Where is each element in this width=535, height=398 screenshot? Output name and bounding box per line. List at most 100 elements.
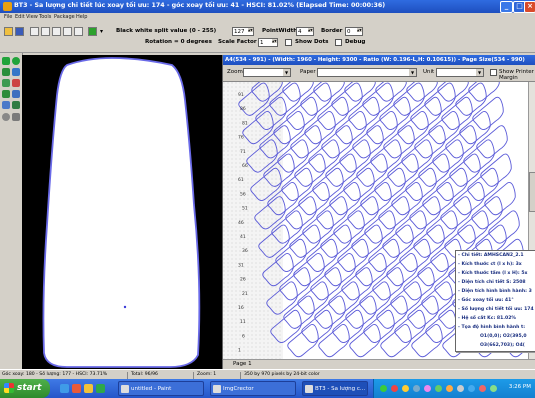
menu-view[interactable]: View [26, 14, 38, 20]
alert-icon[interactable] [479, 385, 486, 392]
zoom-select[interactable] [243, 68, 291, 77]
task-bt3[interactable]: BT3 - Sa lượng c... [302, 381, 368, 396]
border-label: Border [321, 28, 343, 34]
dropdown-arrow-icon[interactable]: ▾ [100, 28, 104, 35]
part-number-label: 51 [242, 206, 248, 212]
split-value-input[interactable]: 127 [232, 27, 254, 36]
close-button[interactable]: × [524, 1, 535, 13]
app-icon [3, 2, 12, 11]
eraser-tool-icon[interactable] [12, 79, 20, 87]
nested-part [259, 125, 291, 159]
split-value-label: Black white split value (0 - 255) [116, 28, 217, 34]
start-button[interactable]: start [0, 379, 50, 398]
bluetooth-icon[interactable] [468, 385, 475, 392]
antivirus-icon[interactable] [391, 385, 398, 392]
nested-part [407, 295, 439, 329]
folder-icon[interactable] [84, 384, 93, 393]
fill-tool-icon[interactable] [2, 90, 10, 98]
chat-icon[interactable] [435, 385, 442, 392]
menu-file[interactable]: File [4, 14, 13, 20]
paper-select[interactable] [317, 68, 417, 77]
show-dots-label: Show Dots [295, 39, 329, 45]
nested-part [332, 309, 364, 344]
scrollbar-thumb[interactable] [529, 172, 535, 212]
part-number-label: 71 [240, 149, 246, 155]
grid-icon[interactable] [30, 27, 39, 36]
nested-part [417, 253, 449, 287]
ellipse-tool-icon[interactable] [12, 57, 20, 65]
crop-tool-icon[interactable] [2, 101, 10, 109]
select-tool-icon[interactable] [2, 68, 10, 76]
nested-part [379, 96, 411, 131]
clock: 3:26 PM [508, 384, 531, 390]
sync-icon[interactable] [490, 385, 497, 392]
debug-checkbox[interactable] [335, 39, 342, 46]
browser-icon[interactable] [72, 384, 81, 393]
grid-alt-icon[interactable] [41, 27, 50, 36]
nested-part [422, 182, 454, 216]
part-number-label: 26 [240, 277, 246, 283]
nested-part [432, 139, 464, 173]
rotate-icon[interactable] [63, 27, 72, 36]
part-number-label: 76 [238, 135, 244, 141]
result-info-panel: - Chi tiết: AMHSCAN2_2.1 - Kích thước ct… [455, 250, 535, 352]
menu-package[interactable]: Package [54, 14, 75, 20]
save-icon[interactable] [15, 27, 24, 36]
rectangle-tool-icon[interactable] [2, 57, 10, 65]
part-number-label: 11 [240, 319, 246, 325]
scale-factor-input[interactable]: 1 [258, 38, 278, 47]
layout-icon[interactable] [52, 27, 61, 36]
nested-part [366, 111, 398, 145]
nested-part [273, 111, 305, 145]
nested-part [251, 82, 283, 102]
update-icon[interactable] [402, 385, 409, 392]
paper-label: Paper [300, 69, 316, 75]
page-tab[interactable]: Page 1 [233, 361, 252, 367]
picker-tool-icon[interactable] [12, 90, 20, 98]
nested-part [380, 324, 412, 358]
part-number-label: 86 [240, 106, 246, 112]
hand-tool-icon[interactable] [12, 113, 20, 121]
vertical-scrollbar[interactable] [528, 82, 535, 359]
menu-tools[interactable]: Tools [39, 14, 52, 20]
nested-part [428, 111, 460, 145]
battery-icon[interactable] [446, 385, 453, 392]
nested-part [411, 324, 443, 358]
border-input[interactable]: 0 [345, 27, 363, 36]
task-paint[interactable]: untitled - Paint [118, 381, 204, 396]
settings-tool-icon[interactable] [2, 113, 10, 121]
language-icon[interactable] [424, 385, 431, 392]
nested-part [335, 111, 367, 145]
nested-part [430, 238, 462, 273]
task-imgcrector[interactable]: ImgCrector [210, 381, 296, 396]
show-desktop-icon[interactable] [60, 384, 69, 393]
move-tool-icon[interactable] [12, 68, 20, 76]
nested-part [329, 182, 361, 216]
unit-select[interactable] [436, 68, 484, 77]
lasso-tool-icon[interactable] [2, 79, 10, 87]
nested-part [405, 167, 437, 202]
nested-part [468, 82, 500, 102]
page-tab-bar: Page 1 [223, 359, 535, 370]
run-icon[interactable] [88, 27, 97, 36]
volume-icon[interactable] [413, 385, 420, 392]
pattern-canvas[interactable] [22, 55, 222, 369]
info-line: O3(662,703); O4( [480, 343, 525, 348]
open-icon[interactable] [4, 27, 13, 36]
copy-icon[interactable] [74, 27, 83, 36]
menu-help[interactable]: Help [76, 14, 88, 20]
system-tray: 3:26 PM [373, 379, 535, 398]
minimize-button[interactable]: _ [500, 1, 513, 13]
network-icon[interactable] [380, 385, 387, 392]
media-icon[interactable] [96, 384, 105, 393]
nested-part [304, 111, 336, 145]
nested-part [484, 182, 516, 216]
show-dots-checkbox[interactable] [285, 39, 292, 46]
pointwidth-input[interactable]: 4 [296, 27, 314, 36]
zoom-tool-icon[interactable] [12, 101, 20, 109]
show-printer-margin-checkbox[interactable] [490, 69, 497, 76]
nested-part [293, 253, 325, 287]
usb-icon[interactable] [457, 385, 464, 392]
nested-part [471, 196, 503, 230]
menu-edit[interactable]: Edit [15, 14, 25, 20]
